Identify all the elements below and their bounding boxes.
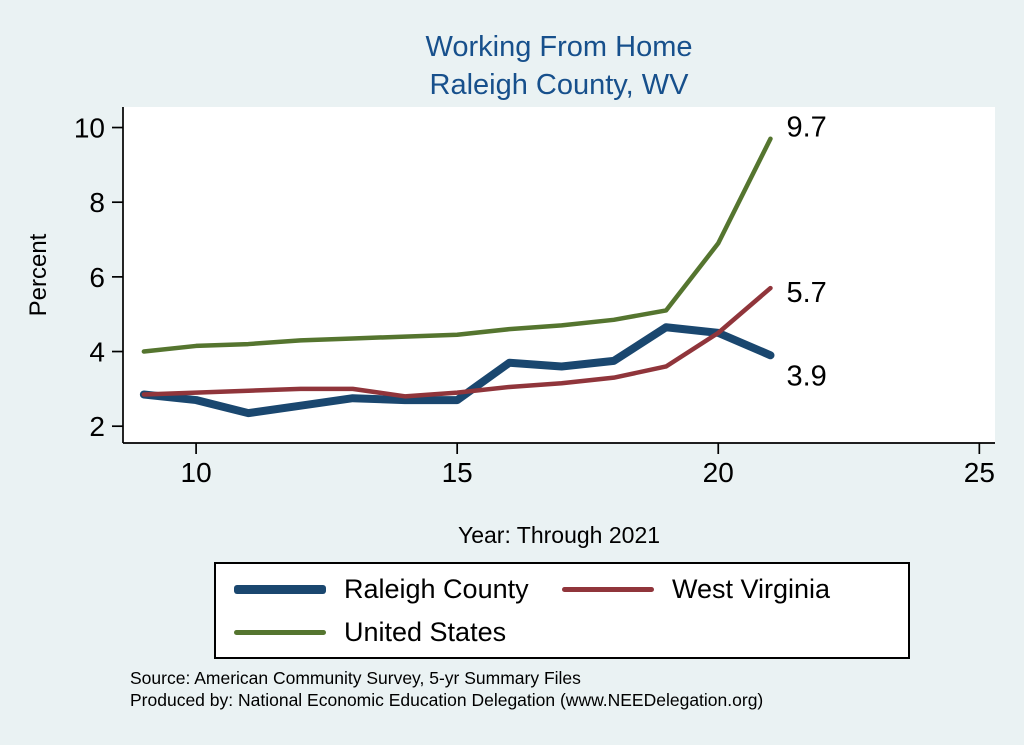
legend-swatch-west-virginia: [562, 586, 654, 592]
legend-label-west-virginia: West Virginia: [672, 573, 831, 604]
legend-label-united-states: United States: [344, 616, 507, 647]
x-tick-label: 10: [181, 457, 212, 488]
series-line-raleigh-county: [139, 323, 775, 418]
chart-subtitle: Raleigh County, WV: [429, 69, 689, 101]
x-tick-label: 20: [703, 457, 734, 488]
legend-label-raleigh-county: Raleigh County: [344, 573, 529, 604]
legend-swatch-raleigh-county: [234, 584, 326, 594]
end-label-west-virginia: 5.7: [786, 277, 826, 309]
footnotes: Source: American Community Survey, 5-yr …: [130, 667, 763, 711]
series-line-united-states: [141, 136, 773, 354]
y-tick-label: 2: [89, 411, 105, 442]
series-line-west-virginia: [141, 285, 773, 399]
end-label-raleigh-county: 3.9: [786, 360, 826, 392]
legend: Raleigh County West Virginia United States: [214, 562, 910, 659]
legend-swatch-united-states: [234, 629, 326, 635]
x-tick-label: 25: [964, 457, 995, 488]
x-axis-title: Year: Through 2021: [457, 522, 661, 548]
legend-item-west-virginia: West Virginia: [562, 574, 890, 605]
y-tick-label: 8: [89, 187, 105, 218]
chart-title-block: Working From Home Raleigh County, WV: [123, 28, 995, 104]
produced-by-note: Produced by: National Economic Education…: [130, 690, 764, 710]
legend-item-united-states: United States: [234, 617, 562, 648]
y-tick-label: 6: [89, 262, 105, 293]
plot-background: [123, 107, 995, 443]
x-tick-label: 15: [442, 457, 473, 488]
y-axis-title: Percent: [25, 233, 52, 316]
legend-item-raleigh-county: Raleigh County: [234, 574, 562, 605]
y-tick-label: 10: [74, 113, 105, 144]
plot-area: 2 4 6 8 10 10 15 20 25 Percent 3.9 5.7 9.7: [25, 107, 995, 488]
source-note: Source: American Community Survey, 5-yr …: [130, 668, 581, 688]
y-tick-label: 4: [89, 337, 105, 368]
chart-title: Working From Home: [425, 31, 693, 63]
end-label-united-states: 9.7: [786, 112, 826, 144]
